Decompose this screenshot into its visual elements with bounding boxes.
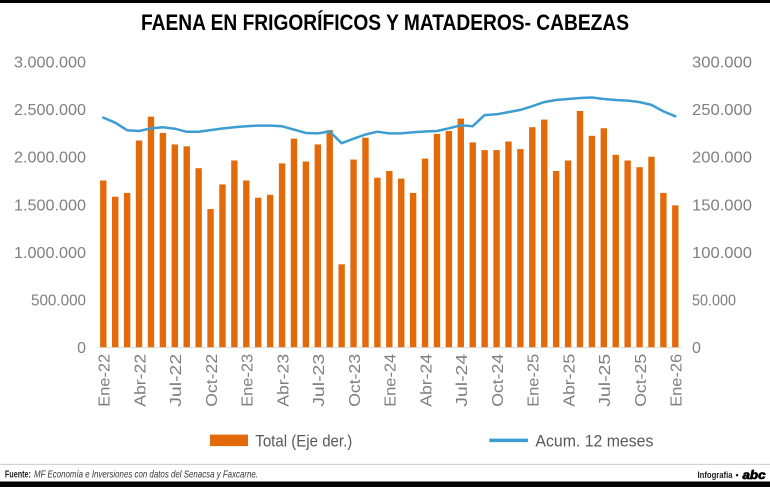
svg-text:Jul-23: Jul-23 bbox=[311, 354, 328, 407]
svg-text:1.500.000: 1.500.000 bbox=[14, 197, 86, 214]
svg-text:2.500.000: 2.500.000 bbox=[14, 102, 86, 119]
svg-text:MF Economía e Inversiones con: MF Economía e Inversiones con datos del … bbox=[34, 469, 258, 481]
svg-text:Jul-22: Jul-22 bbox=[168, 354, 185, 407]
svg-text:Abr-24: Abr-24 bbox=[418, 354, 435, 407]
svg-text:Jul-25: Jul-25 bbox=[597, 354, 614, 407]
svg-text:Ene-24: Ene-24 bbox=[383, 354, 400, 407]
svg-text:Acum. 12 meses: Acum. 12 meses bbox=[535, 432, 653, 451]
svg-text:0: 0 bbox=[692, 340, 701, 357]
svg-text:Oct-23: Oct-23 bbox=[347, 354, 364, 407]
svg-text:Oct-24: Oct-24 bbox=[490, 354, 507, 407]
svg-text:Infografía: Infografía bbox=[698, 470, 734, 480]
svg-text:Total (Eje der.): Total (Eje der.) bbox=[255, 432, 352, 451]
svg-text:1.000.000: 1.000.000 bbox=[14, 245, 86, 262]
svg-text:300.000: 300.000 bbox=[692, 54, 752, 71]
svg-text:Ene-26: Ene-26 bbox=[669, 354, 686, 407]
svg-text:150.000: 150.000 bbox=[692, 197, 752, 214]
svg-text:Jul-24: Jul-24 bbox=[454, 354, 471, 407]
svg-text:100.000: 100.000 bbox=[692, 245, 752, 262]
svg-text:Oct-25: Oct-25 bbox=[633, 354, 650, 407]
svg-text:FAENA EN FRIGORÍFICOS Y MATADE: FAENA EN FRIGORÍFICOS Y MATADEROS- CABEZ… bbox=[141, 10, 629, 35]
svg-text:250.000: 250.000 bbox=[692, 102, 752, 119]
svg-text:Ene-22: Ene-22 bbox=[97, 354, 114, 407]
svg-text:3.000.000: 3.000.000 bbox=[14, 54, 86, 71]
svg-text:Oct-22: Oct-22 bbox=[204, 354, 221, 407]
svg-text:0: 0 bbox=[77, 340, 86, 357]
svg-text:Abr-23: Abr-23 bbox=[275, 354, 292, 407]
svg-text:Ene-23: Ene-23 bbox=[240, 354, 257, 407]
svg-text:Fuente:: Fuente: bbox=[5, 469, 31, 481]
svg-text:Ene-25: Ene-25 bbox=[526, 354, 543, 407]
svg-text:Abr-22: Abr-22 bbox=[132, 354, 149, 407]
svg-text:50.000: 50.000 bbox=[692, 293, 736, 310]
svg-text:Abr-25: Abr-25 bbox=[561, 354, 578, 407]
svg-text:abc: abc bbox=[743, 470, 767, 482]
svg-text:•: • bbox=[736, 470, 739, 480]
svg-text:2.000.000: 2.000.000 bbox=[14, 150, 86, 167]
svg-text:200.000: 200.000 bbox=[692, 150, 752, 167]
svg-text:500.000: 500.000 bbox=[31, 293, 86, 310]
